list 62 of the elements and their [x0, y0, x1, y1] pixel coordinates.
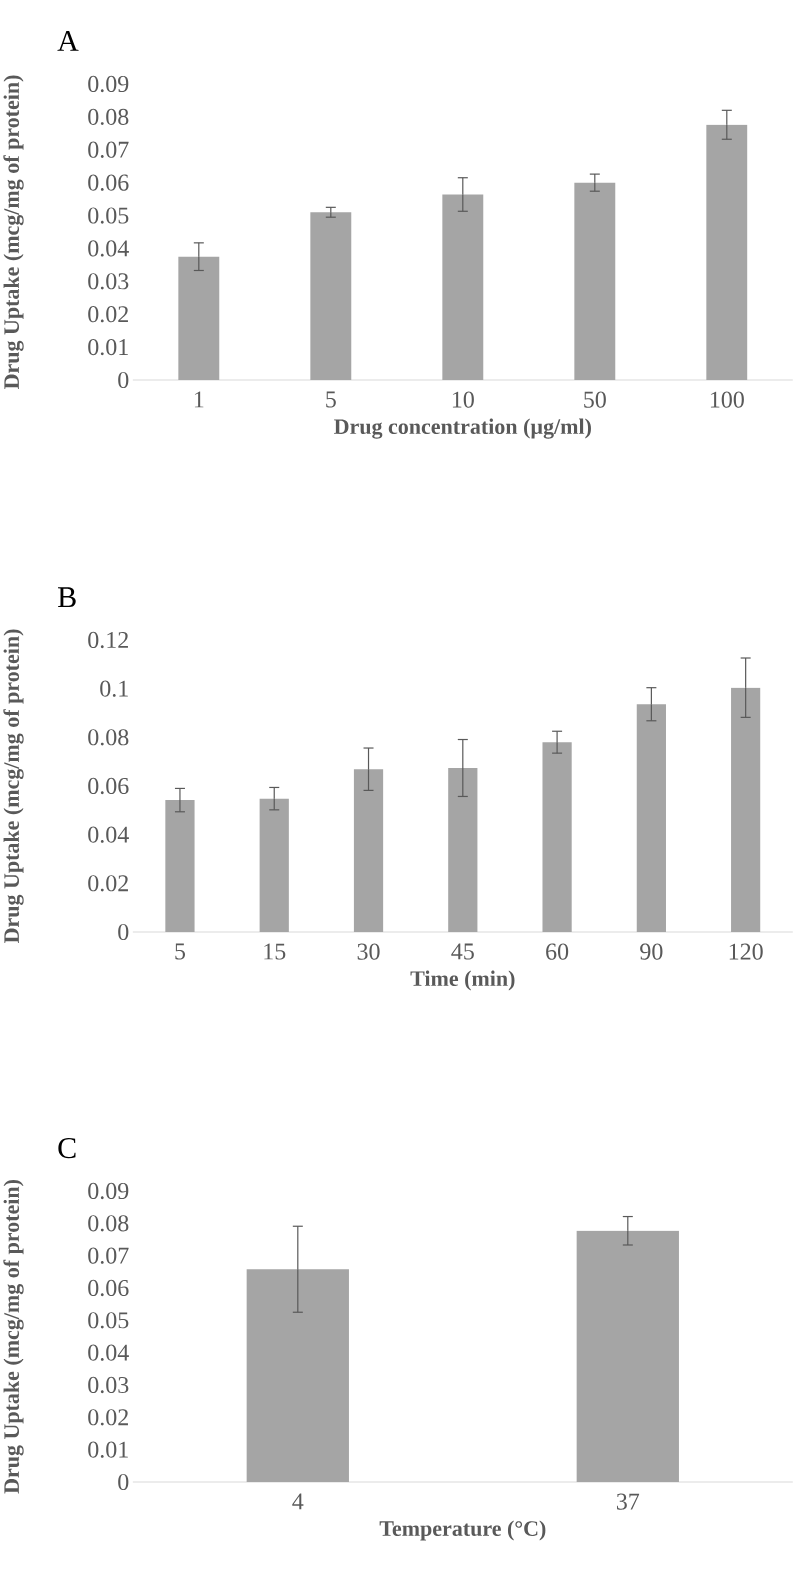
y-tick-label: 0.04 — [88, 1344, 129, 1361]
y-tick-label: 0.02 — [88, 1409, 129, 1426]
x-tick-label: 15 — [264, 943, 286, 960]
y-axis-title: Drug Uptake (mcg/mg of protein) — [3, 75, 24, 390]
x-axis-title: Drug concentration (µg/ml) — [334, 418, 592, 439]
bar — [542, 742, 572, 932]
y-tick-label: 0.09 — [88, 75, 129, 93]
y-tick-label: 0.12 — [88, 631, 129, 649]
y-tick-label: 0.05 — [88, 207, 129, 224]
bar — [636, 704, 667, 932]
x-tick-label: 60 — [546, 943, 569, 960]
x-tick-label: 100 — [711, 391, 744, 408]
y-tick-label: 0 — [118, 371, 129, 389]
y-tick-label: 0.06 — [88, 777, 129, 795]
x-tick-label: 50 — [584, 391, 606, 408]
x-tick-label: 1 — [195, 391, 204, 408]
y-tick-label: 0.04 — [88, 826, 129, 843]
bar — [178, 256, 220, 380]
y-tick-label: 0.03 — [88, 1376, 129, 1394]
x-tick-label: 37 — [617, 1493, 640, 1510]
y-tick-label: 0.02 — [88, 875, 129, 892]
x-tick-label: 10 — [453, 391, 474, 408]
y-tick-label: 0.01 — [88, 338, 128, 356]
y-tick-label: 0.06 — [88, 174, 129, 191]
bar — [574, 182, 616, 380]
chart-title: C — [58, 1138, 76, 1159]
y-axis-title: Drug Uptake (mcg/mg of protein) — [3, 629, 24, 944]
bar — [354, 769, 384, 932]
x-tick-label: 45 — [451, 943, 474, 960]
y-tick-label: 0.06 — [88, 1279, 129, 1297]
bar — [165, 800, 195, 932]
y-tick-label: 0.08 — [88, 729, 129, 746]
y-tick-label: 0.05 — [88, 1312, 129, 1329]
y-tick-label: 0.08 — [88, 1215, 129, 1232]
y-tick-label: 0.09 — [88, 1182, 129, 1200]
x-tick-label: 5 — [175, 943, 186, 960]
y-tick-label: 0.07 — [88, 141, 129, 158]
y-tick-label: 0 — [118, 1473, 129, 1491]
y-tick-label: 0 — [118, 923, 129, 941]
y-axis-title: Drug Uptake (mcg/mg of protein) — [3, 1180, 24, 1494]
chart-title: A — [57, 30, 79, 51]
bar — [259, 798, 289, 932]
bar — [310, 212, 352, 380]
y-tick-label: 0.01 — [88, 1441, 128, 1458]
y-tick-label: 0.1 — [100, 680, 128, 697]
x-tick-label: 5 — [326, 391, 336, 408]
bar — [448, 767, 478, 932]
x-axis-title: Temperature (°C) — [379, 1520, 546, 1541]
chart-title: B — [58, 587, 76, 608]
y-tick-label: 0.07 — [88, 1247, 129, 1264]
bar — [731, 687, 761, 932]
y-tick-label: 0.02 — [88, 306, 129, 323]
x-tick-label: 90 — [640, 943, 663, 960]
y-tick-label: 0.04 — [88, 240, 129, 257]
y-tick-label: 0.03 — [88, 273, 129, 290]
x-tick-label: 4 — [292, 1493, 304, 1510]
bar — [706, 124, 748, 380]
x-tick-label: 30 — [357, 943, 380, 960]
y-tick-label: 0.08 — [88, 108, 129, 126]
bar — [442, 194, 484, 380]
x-tick-label: 120 — [729, 943, 763, 960]
x-axis-title: Time (min) — [410, 970, 515, 991]
